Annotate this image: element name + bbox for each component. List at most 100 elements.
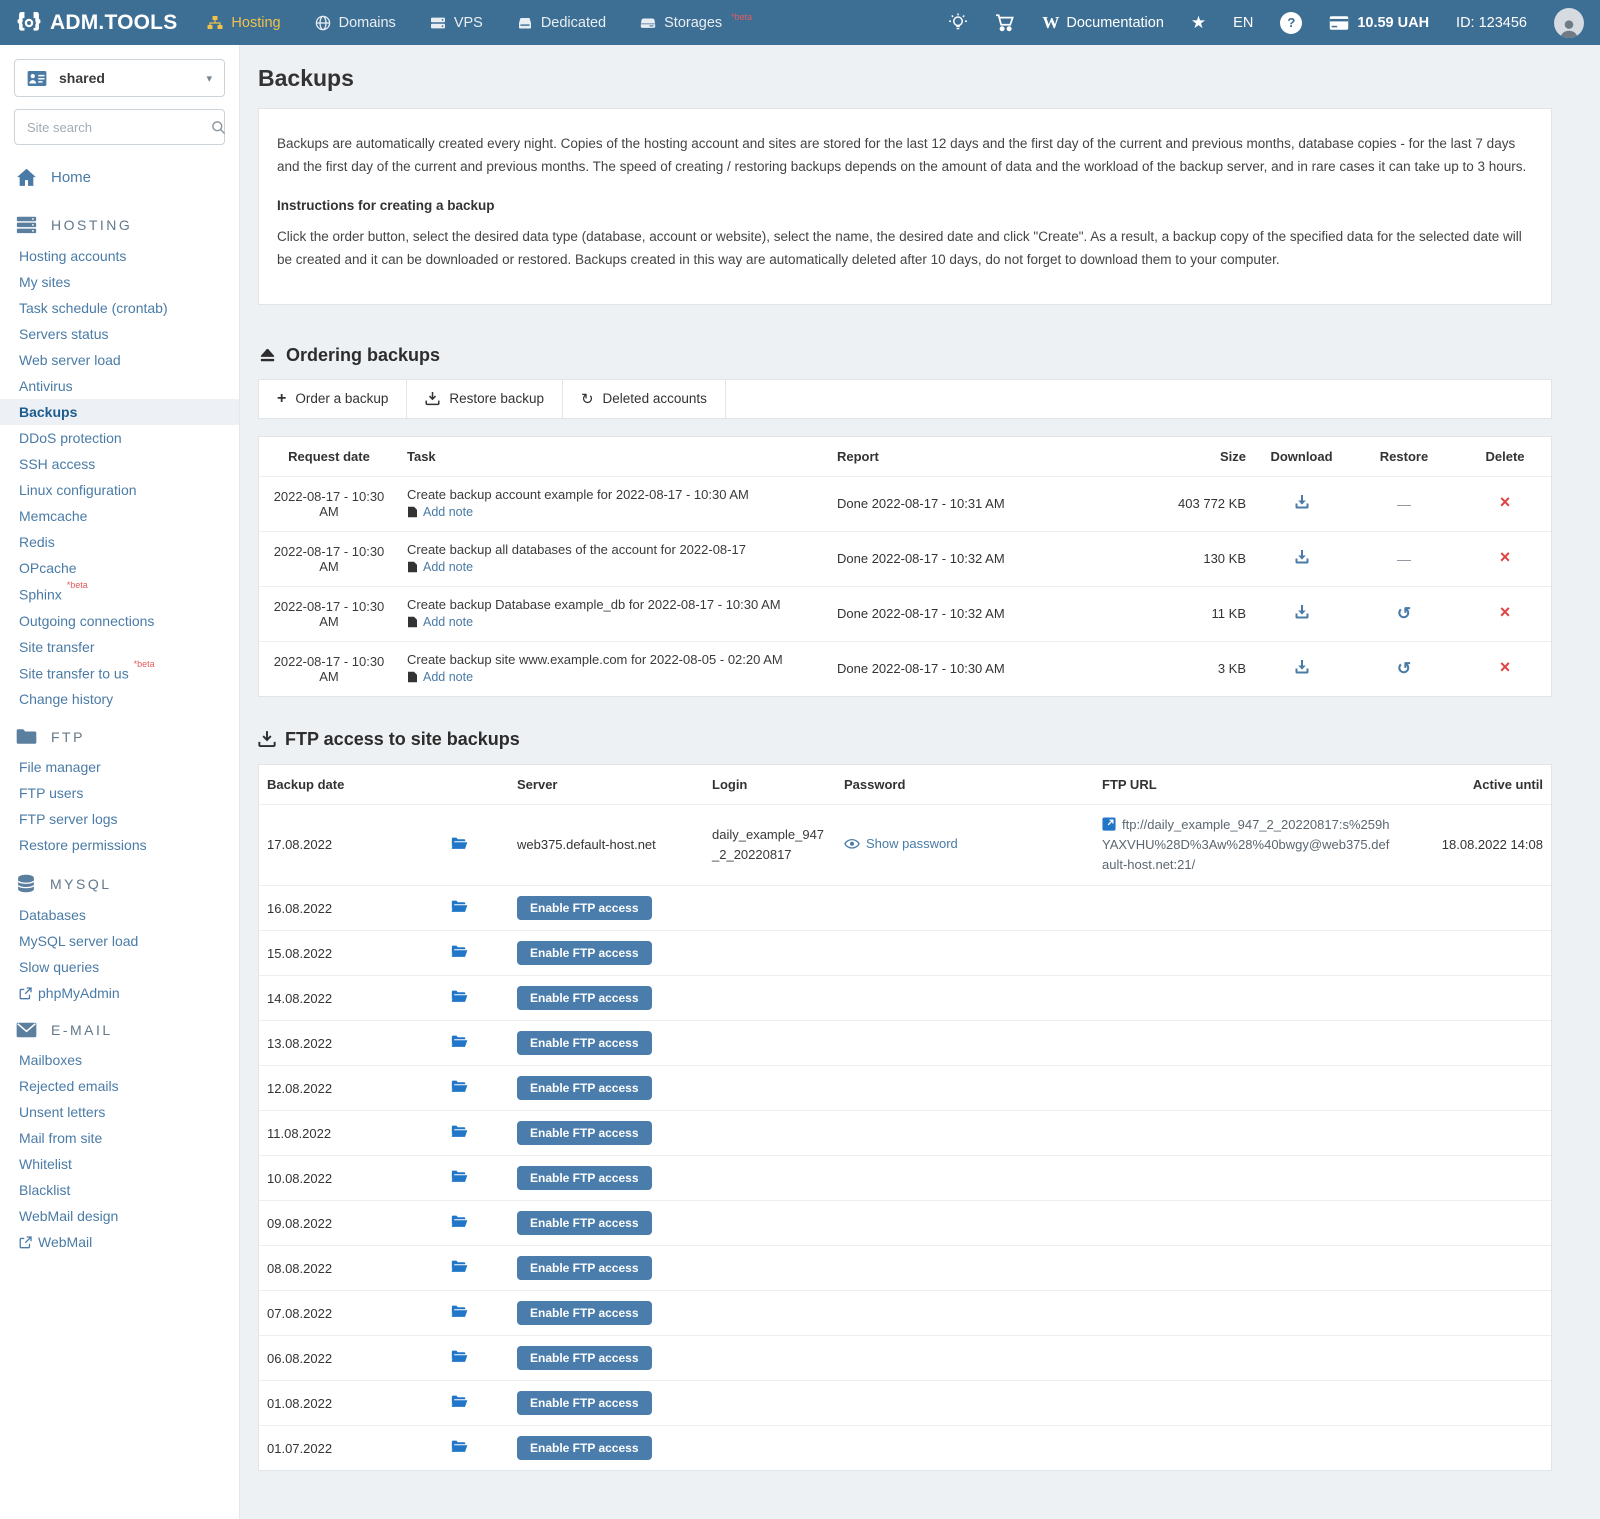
sidebar-item-file-manager[interactable]: File manager [0, 754, 239, 780]
idea-lightbulb-icon[interactable] [948, 13, 968, 33]
sidebar-item-ftp-users[interactable]: FTP users [0, 780, 239, 806]
add-note-link[interactable]: Add note [407, 670, 473, 684]
nav-item-hosting[interactable]: Hosting [207, 15, 280, 31]
open-folder-icon[interactable] [451, 1169, 468, 1184]
open-folder-icon[interactable] [451, 1439, 468, 1454]
sidebar-item-redis[interactable]: Redis [0, 529, 239, 555]
open-folder-icon[interactable] [451, 899, 468, 914]
tab-restore-backup[interactable]: Restore backup [407, 380, 563, 418]
sidebar-item-servers-status[interactable]: Servers status [0, 321, 239, 347]
enable-ftp-access-button[interactable]: Enable FTP access [517, 896, 652, 920]
sidebar-item-whitelist[interactable]: Whitelist [0, 1151, 239, 1177]
sidebar-item-ftp-server-logs[interactable]: FTP server logs [0, 806, 239, 832]
nav-item-vps[interactable]: VPS [430, 15, 483, 31]
enable-ftp-access-button[interactable]: Enable FTP access [517, 1211, 652, 1235]
account-selector[interactable]: shared ▾ [14, 59, 225, 97]
sidebar-item-change-history[interactable]: Change history [0, 686, 239, 712]
open-folder-icon[interactable] [451, 836, 468, 851]
enable-ftp-access-button[interactable]: Enable FTP access [517, 1301, 652, 1325]
download-icon[interactable] [1294, 659, 1310, 675]
sidebar-item-web-server-load[interactable]: Web server load [0, 347, 239, 373]
sidebar-item-task-schedule[interactable]: Task schedule (crontab) [0, 295, 239, 321]
help-icon[interactable]: ? [1280, 12, 1302, 34]
sidebar-item-hosting-accounts[interactable]: Hosting accounts [0, 243, 239, 269]
sidebar-item-memcache[interactable]: Memcache [0, 503, 239, 529]
open-folder-icon[interactable] [451, 1304, 468, 1319]
open-folder-icon[interactable] [451, 989, 468, 1004]
balance-display[interactable]: 10.59 UAH [1329, 15, 1429, 31]
sidebar-item-unsent-letters[interactable]: Unsent letters [0, 1099, 239, 1125]
ftp-row: 16.08.2022 Enable FTP access [259, 885, 1551, 930]
sidebar-item-databases[interactable]: Databases [0, 902, 239, 928]
sidebar-item-rejected-emails[interactable]: Rejected emails [0, 1073, 239, 1099]
enable-ftp-access-button[interactable]: Enable FTP access [517, 1166, 652, 1190]
enable-ftp-access-button[interactable]: Enable FTP access [517, 1031, 652, 1055]
delete-icon[interactable]: × [1500, 657, 1511, 677]
add-note-link[interactable]: Add note [407, 615, 473, 629]
add-note-link[interactable]: Add note [407, 505, 473, 519]
language-selector[interactable]: EN [1233, 15, 1253, 31]
enable-ftp-access-button[interactable]: Enable FTP access [517, 986, 652, 1010]
enable-ftp-access-button[interactable]: Enable FTP access [517, 1391, 652, 1415]
search-input[interactable] [27, 120, 203, 135]
sidebar-item-webmail-design[interactable]: WebMail design [0, 1203, 239, 1229]
open-folder-icon[interactable] [451, 1034, 468, 1049]
sidebar-item-mail-from-site[interactable]: Mail from site [0, 1125, 239, 1151]
sidebar-item-mysql-server-load[interactable]: MySQL server load [0, 928, 239, 954]
delete-icon[interactable]: × [1500, 492, 1511, 512]
enable-ftp-access-button[interactable]: Enable FTP access [517, 1121, 652, 1145]
favorites-star-icon[interactable]: ★ [1191, 13, 1206, 33]
sidebar-item-phpmyadmin[interactable]: phpMyAdmin [0, 980, 239, 1006]
sidebar-item-sphinx[interactable]: Sphinx *beta [0, 581, 239, 608]
add-note-link[interactable]: Add note [407, 560, 473, 574]
brand-logo[interactable]: ADM.TOOLS [16, 10, 177, 36]
sidebar-item-backups[interactable]: Backups [0, 399, 239, 425]
delete-icon[interactable]: × [1500, 602, 1511, 622]
sidebar-item-home[interactable]: Home [0, 155, 239, 200]
open-folder-icon[interactable] [451, 1214, 468, 1229]
sidebar-item-webmail[interactable]: WebMail [0, 1229, 239, 1255]
restore-icon[interactable]: ↺ [1397, 604, 1411, 623]
enable-ftp-access-button[interactable]: Enable FTP access [517, 1256, 652, 1280]
open-folder-icon[interactable] [451, 1079, 468, 1094]
download-icon[interactable] [1294, 549, 1310, 565]
sidebar-item-ddos-protection[interactable]: DDoS protection [0, 425, 239, 451]
enable-ftp-access-button[interactable]: Enable FTP access [517, 1436, 652, 1460]
documentation-link[interactable]: W Documentation [1042, 13, 1164, 33]
sidebar-item-ssh-access[interactable]: SSH access [0, 451, 239, 477]
cart-icon[interactable] [995, 13, 1015, 33]
nav-item-dedicated[interactable]: Dedicated [517, 15, 606, 31]
sidebar-item-site-transfer-to-us[interactable]: Site transfer to us *beta [0, 660, 239, 687]
sidebar-item-site-transfer[interactable]: Site transfer [0, 634, 239, 660]
user-avatar[interactable] [1554, 8, 1584, 38]
nav-item-domains[interactable]: Domains [315, 15, 396, 31]
sidebar-item-opcache[interactable]: OPcache [0, 555, 239, 581]
delete-icon[interactable]: × [1500, 547, 1511, 567]
show-password-link[interactable]: Show password [844, 836, 958, 851]
download-icon[interactable] [1294, 604, 1310, 620]
sidebar-item-antivirus[interactable]: Antivirus [0, 373, 239, 399]
sidebar-item-outgoing-connections[interactable]: Outgoing connections [0, 608, 239, 634]
sidebar-item-linux-configuration[interactable]: Linux configuration [0, 477, 239, 503]
nav-item-storages[interactable]: Storages*beta [640, 15, 752, 31]
sidebar-item-restore-permissions[interactable]: Restore permissions [0, 832, 239, 858]
open-folder-icon[interactable] [451, 944, 468, 959]
tab-deleted-accounts[interactable]: ↻ Deleted accounts [563, 380, 726, 418]
enable-ftp-access-button[interactable]: Enable FTP access [517, 941, 652, 965]
ftp-url-link[interactable]: ftp://daily_example_947_2_20220817:s%259… [1102, 815, 1396, 875]
enable-ftp-access-button[interactable]: Enable FTP access [517, 1346, 652, 1370]
sidebar-item-mailboxes[interactable]: Mailboxes [0, 1047, 239, 1073]
download-icon[interactable] [1294, 494, 1310, 510]
open-folder-icon[interactable] [451, 1349, 468, 1364]
open-folder-icon[interactable] [451, 1124, 468, 1139]
sidebar-item-slow-queries[interactable]: Slow queries [0, 954, 239, 980]
enable-ftp-access-button[interactable]: Enable FTP access [517, 1076, 652, 1100]
beta-badge: *beta [731, 12, 752, 22]
open-folder-icon[interactable] [451, 1259, 468, 1274]
restore-icon[interactable]: ↺ [1397, 659, 1411, 678]
backup-size: 3 KB [1134, 651, 1254, 686]
sidebar-item-my-sites[interactable]: My sites [0, 269, 239, 295]
open-folder-icon[interactable] [451, 1394, 468, 1409]
sidebar-item-blacklist[interactable]: Blacklist [0, 1177, 239, 1203]
tab-order-a-backup[interactable]: + Order a backup [259, 380, 407, 418]
